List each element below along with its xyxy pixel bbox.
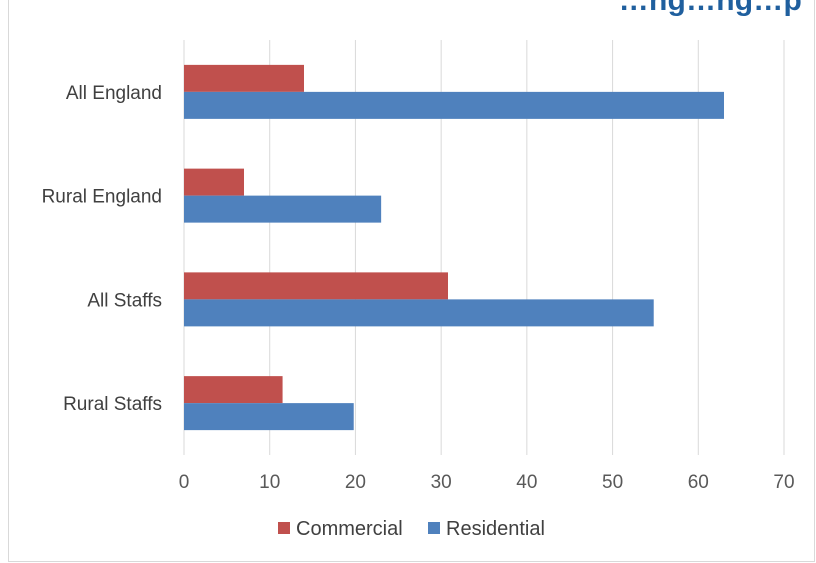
legend-swatch-residential: [428, 522, 440, 534]
x-tick-label-40: 40: [516, 472, 537, 493]
bar-commercial-rural-england: [184, 168, 244, 196]
category-label-all-england: All England: [66, 83, 162, 104]
bar-residential-rural-staffs: [184, 403, 354, 431]
legend-label-commercial: Commercial: [296, 518, 403, 540]
category-label-rural-staffs: Rural Staffs: [63, 394, 162, 415]
category-label-all-staffs: All Staffs: [87, 290, 162, 311]
legend-label-residential: Residential: [446, 518, 545, 540]
bar-residential-all-staffs: [184, 299, 654, 327]
x-tick-label-10: 10: [259, 472, 280, 493]
category-label-rural-england: Rural England: [42, 187, 162, 208]
bar-commercial-all-england: [184, 64, 304, 92]
bar-commercial-all-staffs: [184, 272, 448, 300]
bar-residential-rural-england: [184, 195, 382, 223]
x-tick-label-0: 0: [179, 472, 190, 493]
x-tick-labels: 0 10 20 30 40 50 60 70: [179, 472, 795, 493]
x-tick-label-50: 50: [602, 472, 623, 493]
category-labels: All England Rural England All Staffs Rural …: [42, 83, 162, 415]
legend-swatch-commercial: [278, 522, 290, 534]
chart-title: …ng…ng…p: [618, 0, 802, 17]
bar-residential-all-england: [184, 91, 724, 119]
x-tick-label-60: 60: [688, 472, 709, 493]
x-tick-label-20: 20: [345, 472, 366, 493]
bar-commercial-rural-staffs: [184, 376, 283, 404]
x-tick-label-30: 30: [431, 472, 452, 493]
bars: [184, 64, 724, 431]
legend: Commercial Residential: [278, 518, 545, 540]
x-tick-label-70: 70: [773, 472, 794, 493]
